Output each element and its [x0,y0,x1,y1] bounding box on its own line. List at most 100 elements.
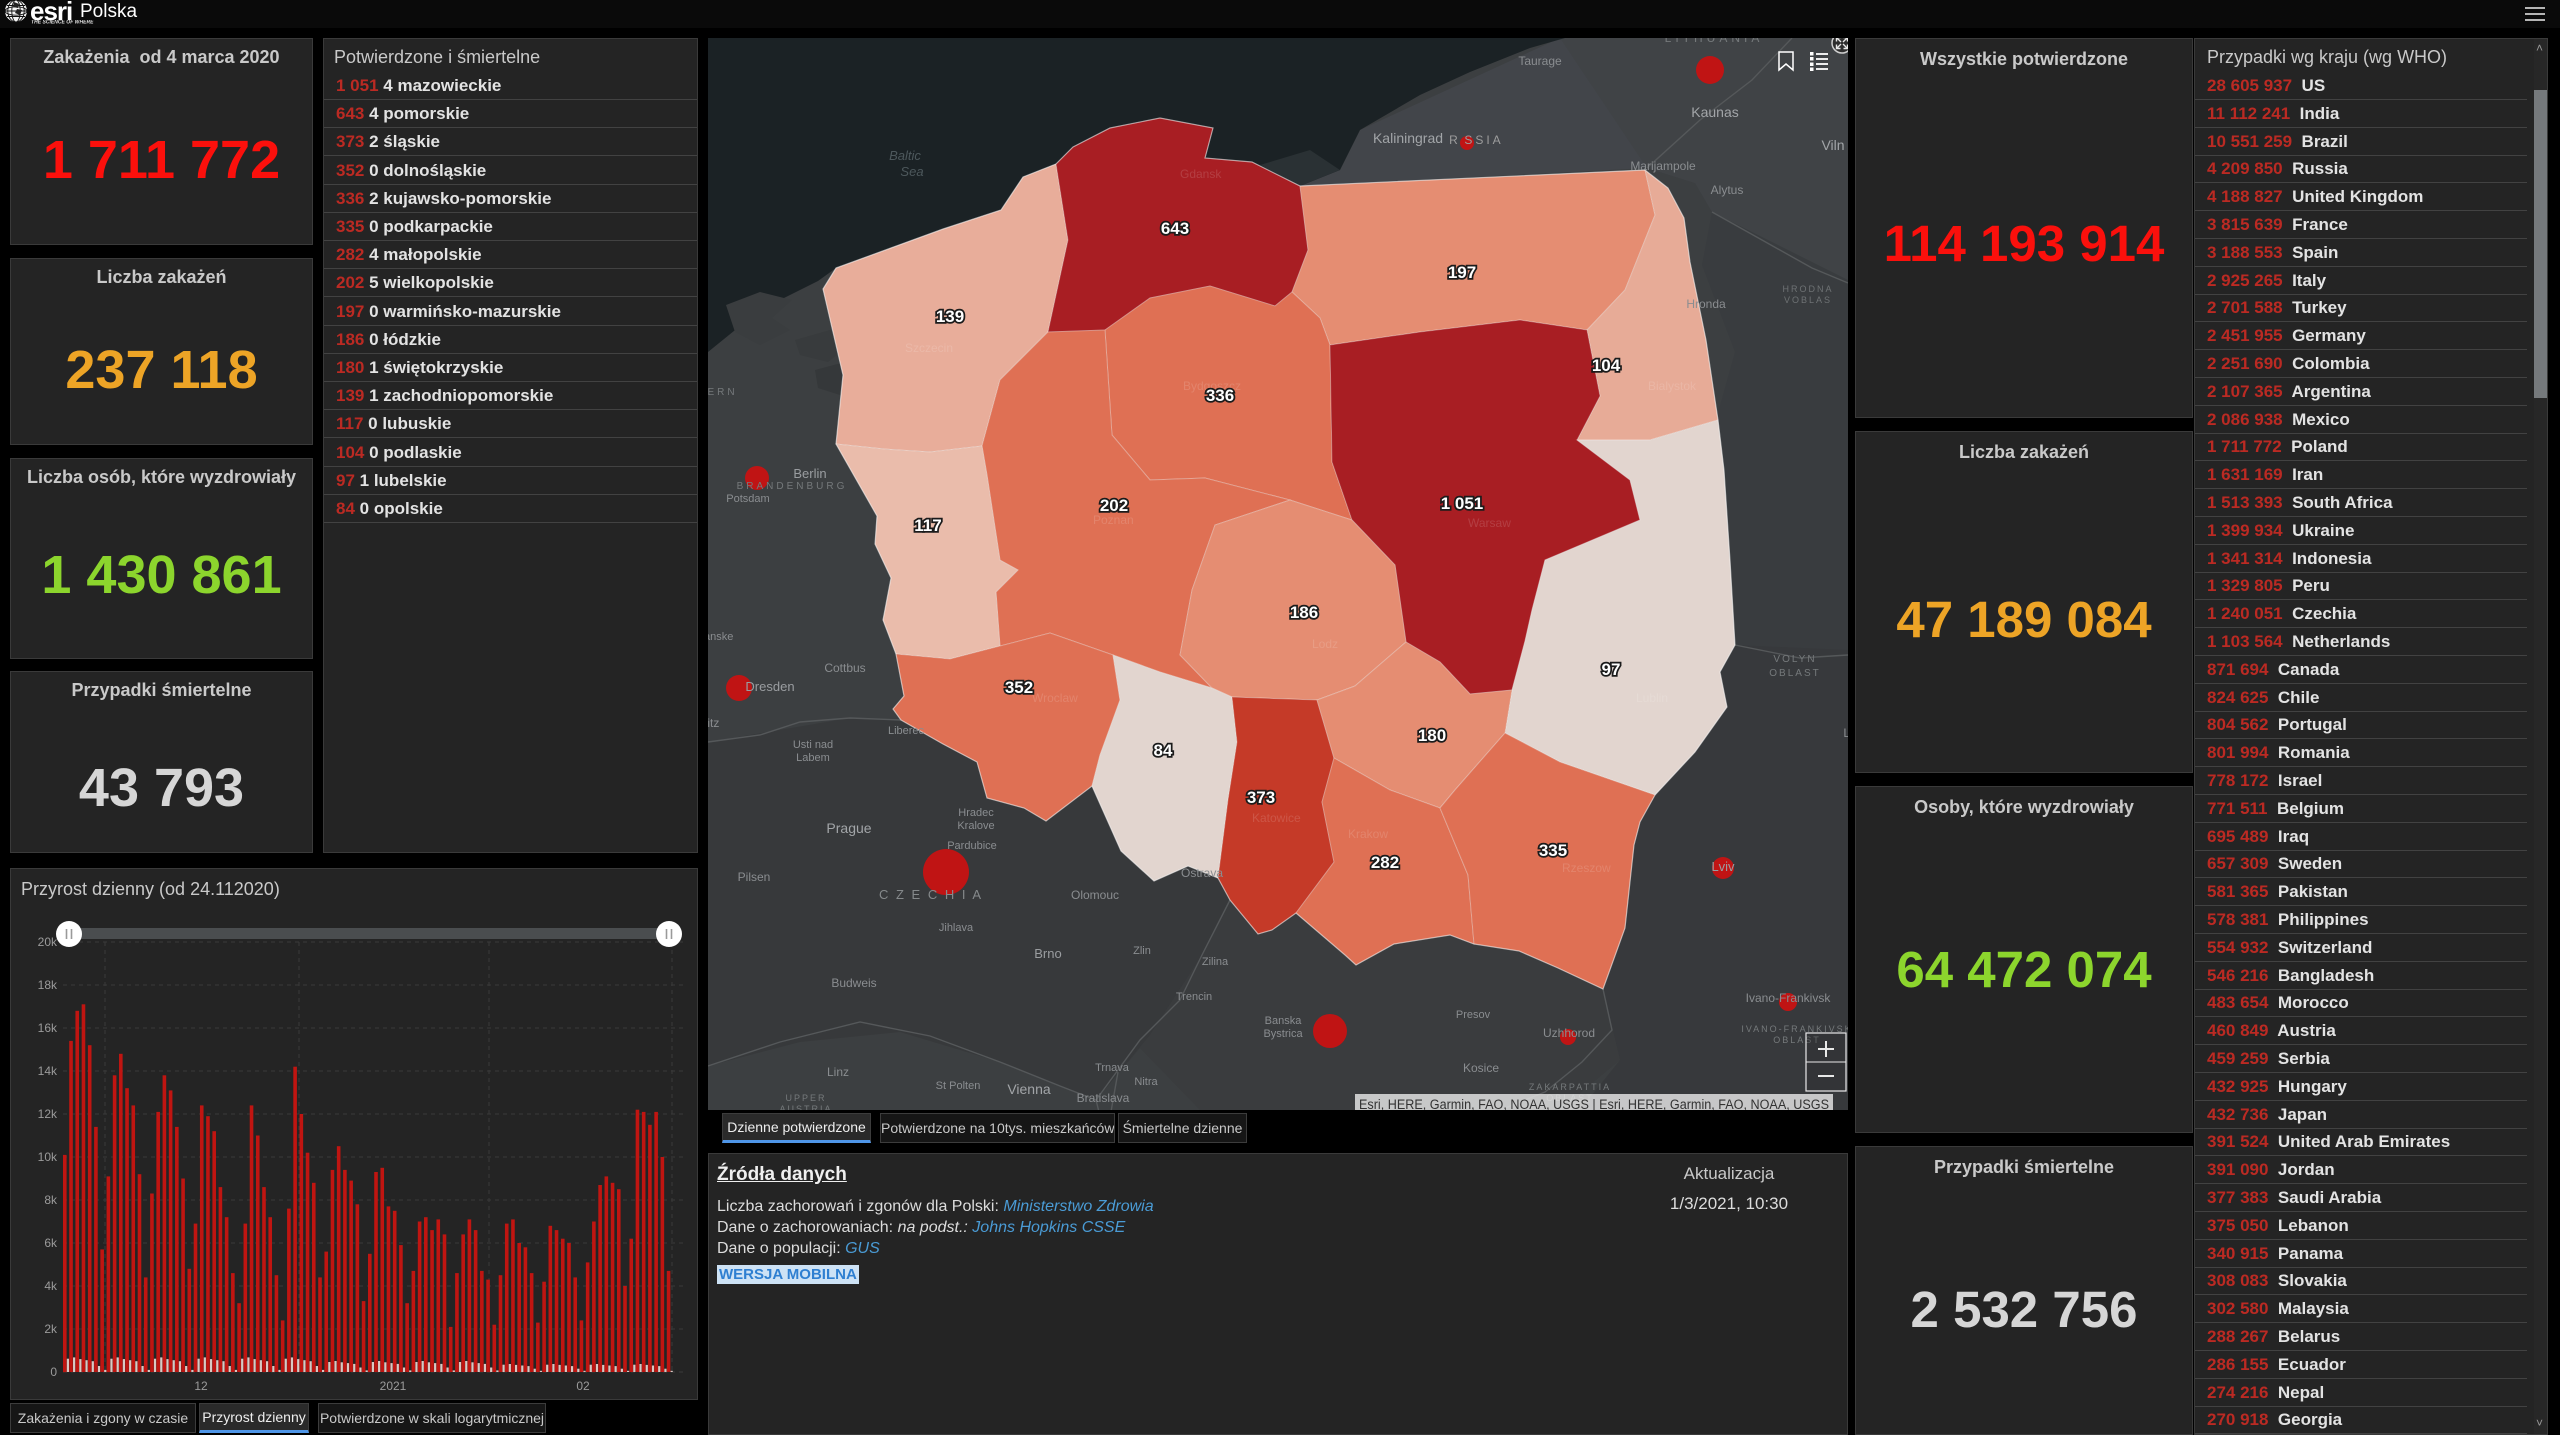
svg-text:IVANO-FRANKIVSK: IVANO-FRANKIVSK [1741,1024,1848,1034]
svg-text:18k: 18k [38,978,58,992]
svg-text:Cottbus: Cottbus [824,661,865,675]
svg-text:Viln: Viln [1821,137,1844,153]
svg-text:mnitz: mnitz [708,716,719,730]
svg-text:Ivano-Frankivsk: Ivano-Frankivsk [1746,991,1832,1005]
svg-text:Zlin: Zlin [1133,945,1151,957]
svg-text:352: 352 [1005,678,1033,697]
svg-text:Uzhhorod: Uzhhorod [1543,1026,1595,1040]
svg-text:186: 186 [1290,603,1318,622]
svg-text:335: 335 [1539,841,1567,860]
svg-text:VOLYN: VOLYN [1773,654,1816,665]
svg-text:Poznan: Poznan [1093,513,1134,527]
svg-text:Banska: Banska [1265,1015,1303,1027]
svg-text:Brno: Brno [1034,946,1061,961]
svg-text:Wroclaw: Wroclaw [1032,691,1078,705]
svg-text:R: R [1449,133,1461,147]
svg-text:Lodz: Lodz [1312,637,1338,651]
svg-text:373: 373 [1247,788,1275,807]
svg-text:Olomouc: Olomouc [1071,888,1119,902]
svg-text:Krakow: Krakow [1348,827,1388,841]
svg-text:C Z E C H I A: C Z E C H I A [879,887,983,902]
svg-text:97: 97 [1602,660,1621,679]
svg-text:20k: 20k [38,935,58,949]
svg-text:Kaliningrad: Kaliningrad [1373,130,1443,146]
svg-text:Linz: Linz [827,1065,849,1079]
svg-text:4k: 4k [44,1279,58,1293]
svg-text:Berlin: Berlin [793,466,826,481]
svg-text:6k: 6k [44,1236,58,1250]
svg-text:2021: 2021 [380,1379,407,1393]
svg-text:Kosice: Kosice [1463,1061,1499,1075]
svg-text:Usti nad: Usti nad [793,739,833,751]
svg-text:336: 336 [1206,386,1234,405]
svg-text:Prague: Prague [826,820,871,836]
svg-text:ZAKARPATTIA: ZAKARPATTIA [1529,1082,1611,1092]
svg-text:Kaunas: Kaunas [1691,104,1738,120]
svg-text:Taurage: Taurage [1518,54,1562,68]
svg-text:643: 643 [1161,219,1189,238]
svg-text:14k: 14k [38,1064,58,1078]
svg-text:104: 104 [1592,356,1621,375]
svg-text:180: 180 [1418,726,1446,745]
svg-text:Trnava: Trnava [1095,1062,1130,1074]
svg-text:TERN: TERN [708,387,738,398]
svg-text:Bialystok: Bialystok [1648,379,1697,393]
svg-text:Bydgoszcz: Bydgoszcz [1183,379,1241,393]
svg-text:Potsdam: Potsdam [726,493,769,505]
svg-text:Kralove: Kralove [957,820,994,832]
svg-text:2k: 2k [44,1322,58,1336]
svg-text:Lviv: Lviv [1711,859,1735,874]
svg-text:Budweis: Budweis [831,976,876,990]
svg-text:282: 282 [1371,853,1399,872]
svg-text:UPPER: UPPER [785,1093,826,1103]
svg-text:Alytus: Alytus [1711,183,1744,197]
svg-text:Ostrava: Ostrava [1181,866,1223,880]
svg-text:Baltic: Baltic [889,148,921,163]
svg-text:1 051: 1 051 [1441,494,1484,513]
svg-text:10k: 10k [38,1150,58,1164]
svg-text:Trencin: Trencin [1176,991,1212,1003]
svg-text:202: 202 [1100,496,1128,515]
svg-text:02: 02 [576,1379,590,1393]
svg-text:0: 0 [50,1365,57,1379]
svg-text:Bratislava: Bratislava [1077,1091,1130,1105]
svg-text:BRANDENBURG: BRANDENBURG [737,481,848,492]
svg-text:Marianske: Marianske [708,631,733,643]
svg-text:Vienna: Vienna [1007,1081,1051,1097]
svg-text:Pilsen: Pilsen [738,870,771,884]
svg-text:Dresden: Dresden [745,679,794,694]
svg-text:197: 197 [1448,263,1476,282]
svg-text:Katowice: Katowice [1252,811,1301,825]
svg-text:Warsaw: Warsaw [1468,516,1511,530]
svg-text:Szczecin: Szczecin [905,341,953,355]
svg-text:12k: 12k [38,1107,58,1121]
svg-text:OBLAST: OBLAST [1769,668,1820,679]
svg-text:Hronda: Hronda [1686,297,1726,311]
svg-text:AUSTRIA: AUSTRIA [779,1104,832,1110]
svg-text:Presov: Presov [1456,1009,1491,1021]
svg-text:HRODNA: HRODNA [1782,284,1833,294]
svg-text:16k: 16k [38,1021,58,1035]
svg-text:Esri, HERE, Garmin, FAO, NOAA,: Esri, HERE, Garmin, FAO, NOAA, USGS | Es… [1359,1097,1829,1110]
svg-text:VOBLAS: VOBLAS [1784,295,1832,305]
svg-text:Labem: Labem [796,752,830,764]
svg-text:Bystrica: Bystrica [1263,1028,1303,1040]
svg-text:Pardubice: Pardubice [947,840,997,852]
svg-text:Lu: Lu [1843,726,1848,740]
svg-text:Gdansk: Gdansk [1180,167,1222,181]
svg-text:SSIA: SSIA [1464,133,1503,147]
svg-text:LITHUANIA: LITHUANIA [1665,38,1764,45]
svg-text:OBLAST: OBLAST [1773,1035,1821,1045]
svg-text:Rzeszow: Rzeszow [1562,861,1611,875]
svg-text:Jihlava: Jihlava [939,922,974,934]
svg-text:Hradec: Hradec [958,807,994,819]
svg-text:12: 12 [194,1379,208,1393]
svg-text:Zilina: Zilina [1202,956,1229,968]
svg-text:Lublin: Lublin [1636,691,1668,705]
svg-text:Nitra: Nitra [1134,1076,1158,1088]
svg-text:Sea: Sea [900,164,923,179]
svg-text:139: 139 [936,307,964,326]
svg-text:St Polten: St Polten [936,1080,981,1092]
svg-text:8k: 8k [44,1193,58,1207]
svg-text:Liberec: Liberec [888,725,925,737]
